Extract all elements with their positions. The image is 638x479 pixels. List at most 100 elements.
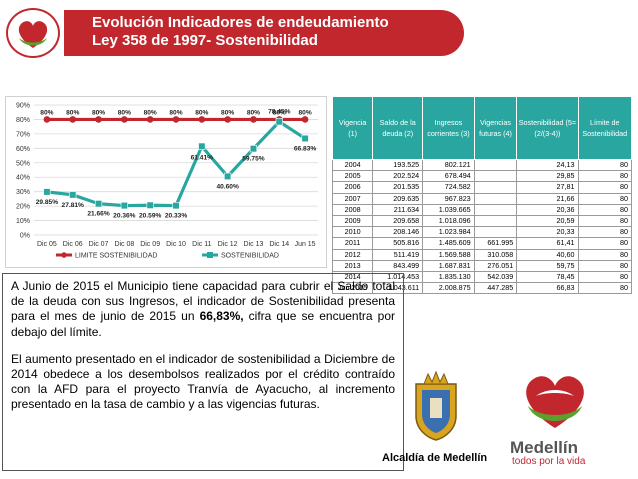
- col-limite: Límite de Sostenibilidad: [577, 96, 633, 160]
- table-cell: 2.008.875: [422, 282, 475, 295]
- legend-marker: [207, 252, 213, 258]
- table-cell: 80: [577, 192, 633, 205]
- y-tick-label: 60%: [16, 146, 30, 153]
- table-row: 2005 202.524 678.494 29,85 80: [331, 170, 633, 183]
- table-cell: 80: [577, 214, 633, 228]
- table-header-row: Vigencia (1) Saldo de la deuda (2) Ingre…: [331, 96, 633, 160]
- col-vigencia: Vigencia (1): [331, 96, 374, 160]
- table-cell: 80: [577, 282, 633, 295]
- data-label: 80%: [40, 109, 53, 116]
- table-cell: 80: [577, 203, 633, 216]
- y-tick-label: 0%: [20, 233, 30, 240]
- legend-label: SOSTENIBILIDAD: [221, 253, 279, 260]
- y-tick-label: 10%: [16, 218, 30, 225]
- y-tick-label: 50%: [16, 160, 30, 167]
- table-cell: 80: [577, 259, 633, 272]
- data-point: [224, 116, 231, 123]
- data-point: [275, 118, 283, 126]
- slogan-text: todos por la vida: [512, 456, 586, 467]
- data-point: [43, 116, 51, 123]
- alcaldia-label: Alcaldía de Medellín: [382, 452, 488, 464]
- table-cell: 678.494: [422, 170, 475, 183]
- medellin-heart-logo-icon: [512, 366, 598, 436]
- table-row: 2004 193.525 802.121 24,13 80: [331, 158, 633, 172]
- data-point: [146, 201, 154, 209]
- table-cell: 310.058: [473, 248, 518, 261]
- table-cell: 1.485.609: [422, 237, 475, 250]
- coat-of-arms-icon: [410, 370, 462, 442]
- data-point: [198, 116, 206, 123]
- table-cell: 511.419: [372, 248, 424, 261]
- x-tick-label: Dic 07: [89, 241, 109, 248]
- table-cell: 542.039: [473, 270, 518, 284]
- x-tick-label: Dic 13: [244, 241, 264, 248]
- data-label: 29.85%: [36, 199, 59, 206]
- legend-label: LIMITE SOSTENIBILIDAD: [75, 253, 157, 260]
- data-point: [94, 200, 103, 208]
- table-cell: 2004: [331, 158, 374, 172]
- col-sostenibilidad: Sostenibilidad (5=(2/(3-4)): [516, 96, 579, 160]
- data-label: 59.75%: [242, 156, 265, 163]
- table-cell: 80: [577, 181, 633, 194]
- table-cell: 20,59: [516, 214, 579, 228]
- paragraph-explanation: El aumento presentado en el indicador de…: [11, 351, 395, 412]
- sustainability-chart: 0% 10% 20% 30% 40% 50% 60% 70% 80% 90% Dic 05 Dic 0…: [5, 96, 327, 268]
- x-tick-label: Jun 15: [295, 241, 316, 248]
- data-label: 20.33%: [165, 213, 188, 220]
- heart-logo-icon: [6, 8, 60, 58]
- data-point: [146, 116, 154, 123]
- legend-marker: [61, 252, 67, 258]
- table-cell: 40,60: [516, 248, 579, 261]
- y-tick-label: 70%: [16, 131, 30, 138]
- data-label: 40.60%: [216, 183, 239, 190]
- table-row: 2010 208.146 1.023.984 20,33 80: [331, 226, 633, 239]
- data-point: [172, 202, 180, 210]
- table-cell: 78,45: [516, 270, 579, 284]
- col-saldo-deuda: Saldo de la deuda (2): [372, 96, 424, 160]
- table-row: 2006 201.535 724.582 27,81 80: [331, 181, 633, 194]
- page-subtitle: Ley 358 de 1997- Sostenibilidad: [92, 32, 318, 49]
- table-row: 2013 843.499 1.687.831 276.051 59,75 80: [331, 259, 633, 272]
- table-cell: 193.525: [372, 158, 424, 172]
- data-label: 80%: [92, 109, 105, 116]
- table-row: 2009 209.658 1.018.096 20,59 80: [331, 214, 633, 228]
- data-point: [172, 116, 180, 123]
- table-cell: 21,66: [516, 192, 579, 205]
- table-row: 2012 511.419 1.569.588 310.058 40,60 80: [331, 248, 633, 261]
- data-label: 21.66%: [87, 211, 110, 218]
- table-cell: 661.995: [473, 237, 518, 250]
- data-point: [301, 116, 309, 123]
- table-row: 2007 209.635 967.823 21,66 80: [331, 192, 633, 205]
- table-cell: 2005: [331, 170, 374, 183]
- table-cell: 2006: [331, 181, 374, 194]
- table-cell: 2009: [331, 214, 374, 228]
- table-cell: 724.582: [422, 181, 475, 194]
- table-cell: 1.687.831: [422, 259, 475, 272]
- table-cell: 80: [577, 170, 633, 183]
- table-cell: 2012: [331, 248, 374, 261]
- data-label: 80%: [247, 109, 260, 116]
- table-cell: 80: [577, 237, 633, 250]
- table-cell: 209.658: [372, 214, 424, 228]
- table-cell: [473, 214, 518, 228]
- highlight-value: 66,83%,: [199, 309, 244, 324]
- table-cell: 276.051: [473, 259, 518, 272]
- y-tick-label: 30%: [16, 189, 30, 196]
- col-vigencias-futuras: Vigencias futuras (4): [473, 96, 518, 160]
- data-label: 27.81%: [62, 202, 85, 209]
- paragraph-summary: A Junio de 2015 el Municipio tiene capac…: [11, 279, 395, 339]
- x-tick-label: Dic 11: [192, 241, 211, 248]
- data-label: 78.45%: [268, 109, 291, 116]
- data-label: 66.83%: [294, 145, 317, 152]
- col-ingresos: Ingresos corrientes (3): [422, 96, 475, 160]
- table-cell: 1.023.984: [422, 226, 475, 239]
- data-label: 80%: [169, 109, 182, 116]
- table-cell: 27,81: [516, 181, 579, 194]
- table-cell: 61,41: [516, 237, 579, 250]
- data-label: 80%: [298, 109, 311, 116]
- data-point: [249, 145, 258, 153]
- table-cell: 1.018.096: [422, 214, 475, 228]
- table-cell: 1.835.130: [422, 270, 475, 284]
- data-point: [120, 201, 128, 210]
- table-cell: 2007: [331, 192, 374, 205]
